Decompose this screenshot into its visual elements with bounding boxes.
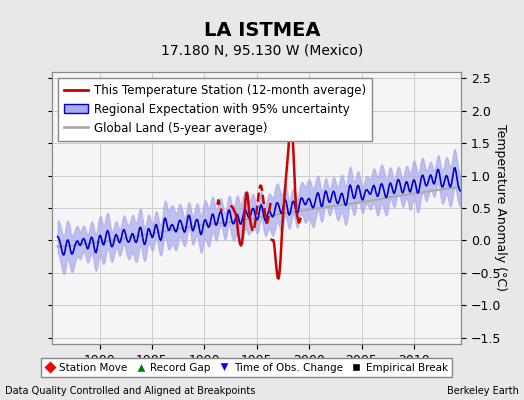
Text: Berkeley Earth: Berkeley Earth	[447, 386, 519, 396]
Legend: Station Move, Record Gap, Time of Obs. Change, Empirical Break: Station Move, Record Gap, Time of Obs. C…	[40, 358, 452, 377]
Text: Data Quality Controlled and Aligned at Breakpoints: Data Quality Controlled and Aligned at B…	[5, 386, 256, 396]
Text: 17.180 N, 95.130 W (Mexico): 17.180 N, 95.130 W (Mexico)	[161, 44, 363, 58]
Y-axis label: Temperature Anomaly (°C): Temperature Anomaly (°C)	[494, 124, 507, 292]
Legend: This Temperature Station (12-month average), Regional Expectation with 95% uncer: This Temperature Station (12-month avera…	[58, 78, 372, 140]
Text: LA ISTMEA: LA ISTMEA	[204, 21, 320, 40]
